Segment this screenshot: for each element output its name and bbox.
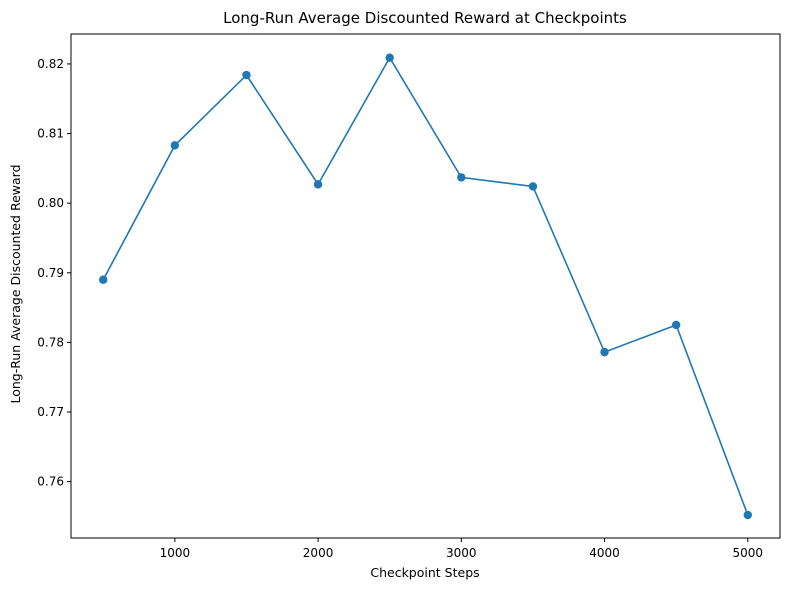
y-tick-label: 0.79 bbox=[37, 266, 64, 280]
data-point bbox=[457, 173, 466, 182]
plot-frame bbox=[70, 33, 781, 539]
series-line bbox=[102, 56, 749, 516]
y-tick-label: 0.81 bbox=[37, 127, 64, 141]
data-point bbox=[528, 182, 538, 191]
x-tick-label: 3000 bbox=[446, 546, 477, 560]
y-tick-label: 0.78 bbox=[37, 335, 64, 349]
x-tick-label: 2000 bbox=[303, 546, 334, 560]
y-tick-label: 0.77 bbox=[37, 405, 64, 419]
data-point bbox=[743, 510, 752, 520]
x-tick-label: 1000 bbox=[160, 546, 191, 560]
data-point bbox=[242, 70, 251, 80]
data-point bbox=[99, 275, 108, 284]
data-point bbox=[385, 53, 394, 62]
data-point bbox=[313, 180, 323, 189]
y-tick-label: 0.76 bbox=[37, 475, 64, 489]
y-tick-label: 0.82 bbox=[37, 57, 64, 71]
y-tick-label: 0.80 bbox=[37, 196, 64, 210]
x-axis-label: Checkpoint Steps bbox=[370, 565, 479, 580]
chart-title: Long-Run Average Discounted Reward at Ch… bbox=[223, 9, 627, 27]
plot-area: 1000 2000 3000 4000 5000 0.76 0.77 0.78 0.79 0.80… bbox=[37, 33, 781, 560]
data-point bbox=[671, 320, 681, 330]
y-axis-label: Long-Run Average Discounted Reward bbox=[8, 164, 23, 403]
x-tick-label: 5000 bbox=[732, 546, 763, 560]
data-point bbox=[600, 347, 609, 357]
data-point bbox=[170, 141, 180, 150]
x-tick-label: 4000 bbox=[589, 546, 620, 560]
